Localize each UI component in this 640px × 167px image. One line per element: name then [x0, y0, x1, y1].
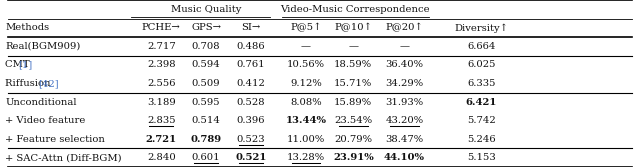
Text: SI→: SI→ — [241, 23, 260, 32]
Text: 13.28%: 13.28% — [287, 153, 325, 162]
Text: P@5↑: P@5↑ — [290, 23, 322, 32]
Text: 9.12%: 9.12% — [290, 79, 322, 88]
Text: 0.509: 0.509 — [192, 79, 220, 88]
Text: Music Quality: Music Quality — [171, 5, 241, 14]
Text: 0.761: 0.761 — [237, 60, 265, 69]
Text: 34.29%: 34.29% — [385, 79, 424, 88]
Text: 23.91%: 23.91% — [333, 153, 374, 162]
Text: 0.396: 0.396 — [237, 116, 265, 125]
Text: —: — — [348, 42, 358, 51]
Text: + SAC-Attn (Diff-BGM): + SAC-Attn (Diff-BGM) — [5, 153, 122, 162]
Text: 0.521: 0.521 — [235, 153, 267, 162]
Text: Real(BGM909): Real(BGM909) — [5, 42, 81, 51]
Text: 0.789: 0.789 — [191, 135, 221, 144]
Text: 15.71%: 15.71% — [334, 79, 372, 88]
Text: [42]: [42] — [38, 79, 59, 88]
Text: P@10↑: P@10↑ — [334, 23, 372, 32]
Text: 0.708: 0.708 — [192, 42, 220, 51]
Text: 2.717: 2.717 — [147, 42, 175, 51]
Text: 15.89%: 15.89% — [334, 98, 372, 107]
Text: 36.40%: 36.40% — [385, 60, 424, 69]
Text: 2.721: 2.721 — [146, 135, 177, 144]
Text: 0.412: 0.412 — [236, 79, 266, 88]
Text: 44.10%: 44.10% — [384, 153, 425, 162]
Text: 11.00%: 11.00% — [287, 135, 325, 144]
Text: CMT: CMT — [5, 60, 33, 69]
Text: Video-Music Correspondence: Video-Music Correspondence — [280, 5, 430, 14]
Text: Diversity↑: Diversity↑ — [454, 23, 508, 33]
Text: 2.556: 2.556 — [147, 79, 175, 88]
Text: 5.246: 5.246 — [467, 135, 495, 144]
Text: 0.528: 0.528 — [237, 98, 265, 107]
Text: 13.44%: 13.44% — [285, 116, 326, 125]
Text: [1]: [1] — [19, 60, 33, 69]
Text: 0.523: 0.523 — [237, 135, 265, 144]
Text: 3.189: 3.189 — [147, 98, 175, 107]
Text: + Video feature: + Video feature — [5, 116, 86, 125]
Text: 18.59%: 18.59% — [334, 60, 372, 69]
Text: 5.742: 5.742 — [467, 116, 495, 125]
Text: 2.398: 2.398 — [147, 60, 175, 69]
Text: P@20↑: P@20↑ — [385, 23, 424, 32]
Text: GPS→: GPS→ — [191, 23, 221, 32]
Text: PCHE→: PCHE→ — [142, 23, 180, 32]
Text: 23.54%: 23.54% — [334, 116, 372, 125]
Text: 2.835: 2.835 — [147, 116, 175, 125]
Text: 2.840: 2.840 — [147, 153, 175, 162]
Text: + Feature selection: + Feature selection — [5, 135, 105, 144]
Text: 6.025: 6.025 — [467, 60, 495, 69]
Text: 31.93%: 31.93% — [385, 98, 424, 107]
Text: 8.08%: 8.08% — [290, 98, 322, 107]
Text: —: — — [301, 42, 311, 51]
Text: 0.594: 0.594 — [192, 60, 220, 69]
Text: 0.486: 0.486 — [237, 42, 265, 51]
Text: 5.153: 5.153 — [467, 153, 495, 162]
Text: 0.514: 0.514 — [191, 116, 221, 125]
Text: 43.20%: 43.20% — [385, 116, 424, 125]
Text: —: — — [399, 42, 410, 51]
Text: 6.421: 6.421 — [465, 98, 497, 107]
Text: 6.335: 6.335 — [467, 79, 495, 88]
Text: Methods: Methods — [5, 23, 49, 32]
Text: 10.56%: 10.56% — [287, 60, 325, 69]
Text: 0.601: 0.601 — [192, 153, 220, 162]
Text: Unconditional: Unconditional — [5, 98, 77, 107]
Text: 20.79%: 20.79% — [334, 135, 372, 144]
Text: 6.664: 6.664 — [467, 42, 495, 51]
Text: Riffusion: Riffusion — [5, 79, 54, 88]
Text: 38.47%: 38.47% — [385, 135, 424, 144]
Text: 0.595: 0.595 — [192, 98, 220, 107]
